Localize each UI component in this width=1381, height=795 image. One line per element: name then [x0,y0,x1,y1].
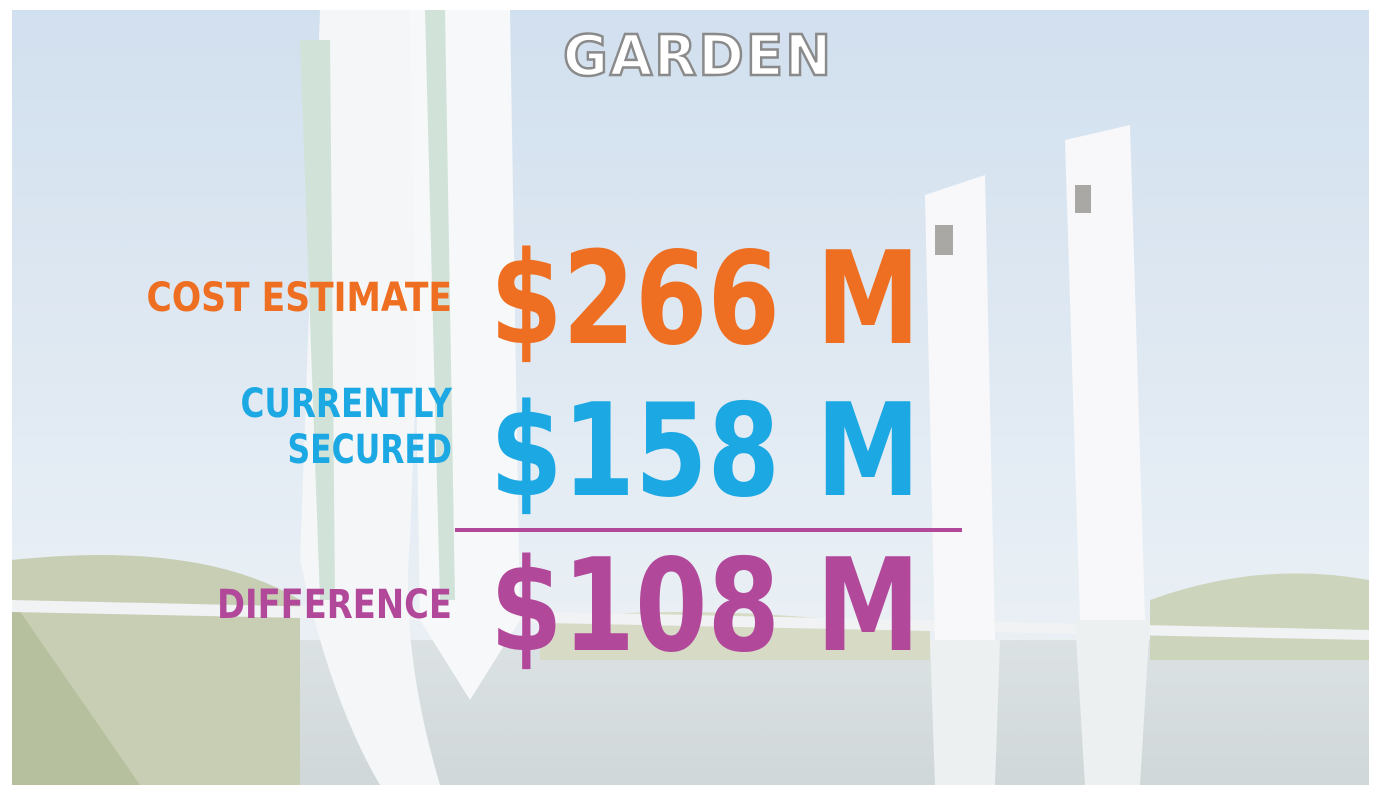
row-label: DIFFERENCE [217,582,452,628]
row-value: $158 M [490,377,920,526]
row-label: SECURED [288,427,453,473]
background-photo [12,10,1369,785]
row-value: $108 M [490,532,920,681]
row-label: CURRENTLY [241,381,453,427]
slide-title: GARDEN [563,24,833,89]
row-value: $266 M [490,225,920,374]
row-label: COST ESTIMATE [147,275,453,321]
